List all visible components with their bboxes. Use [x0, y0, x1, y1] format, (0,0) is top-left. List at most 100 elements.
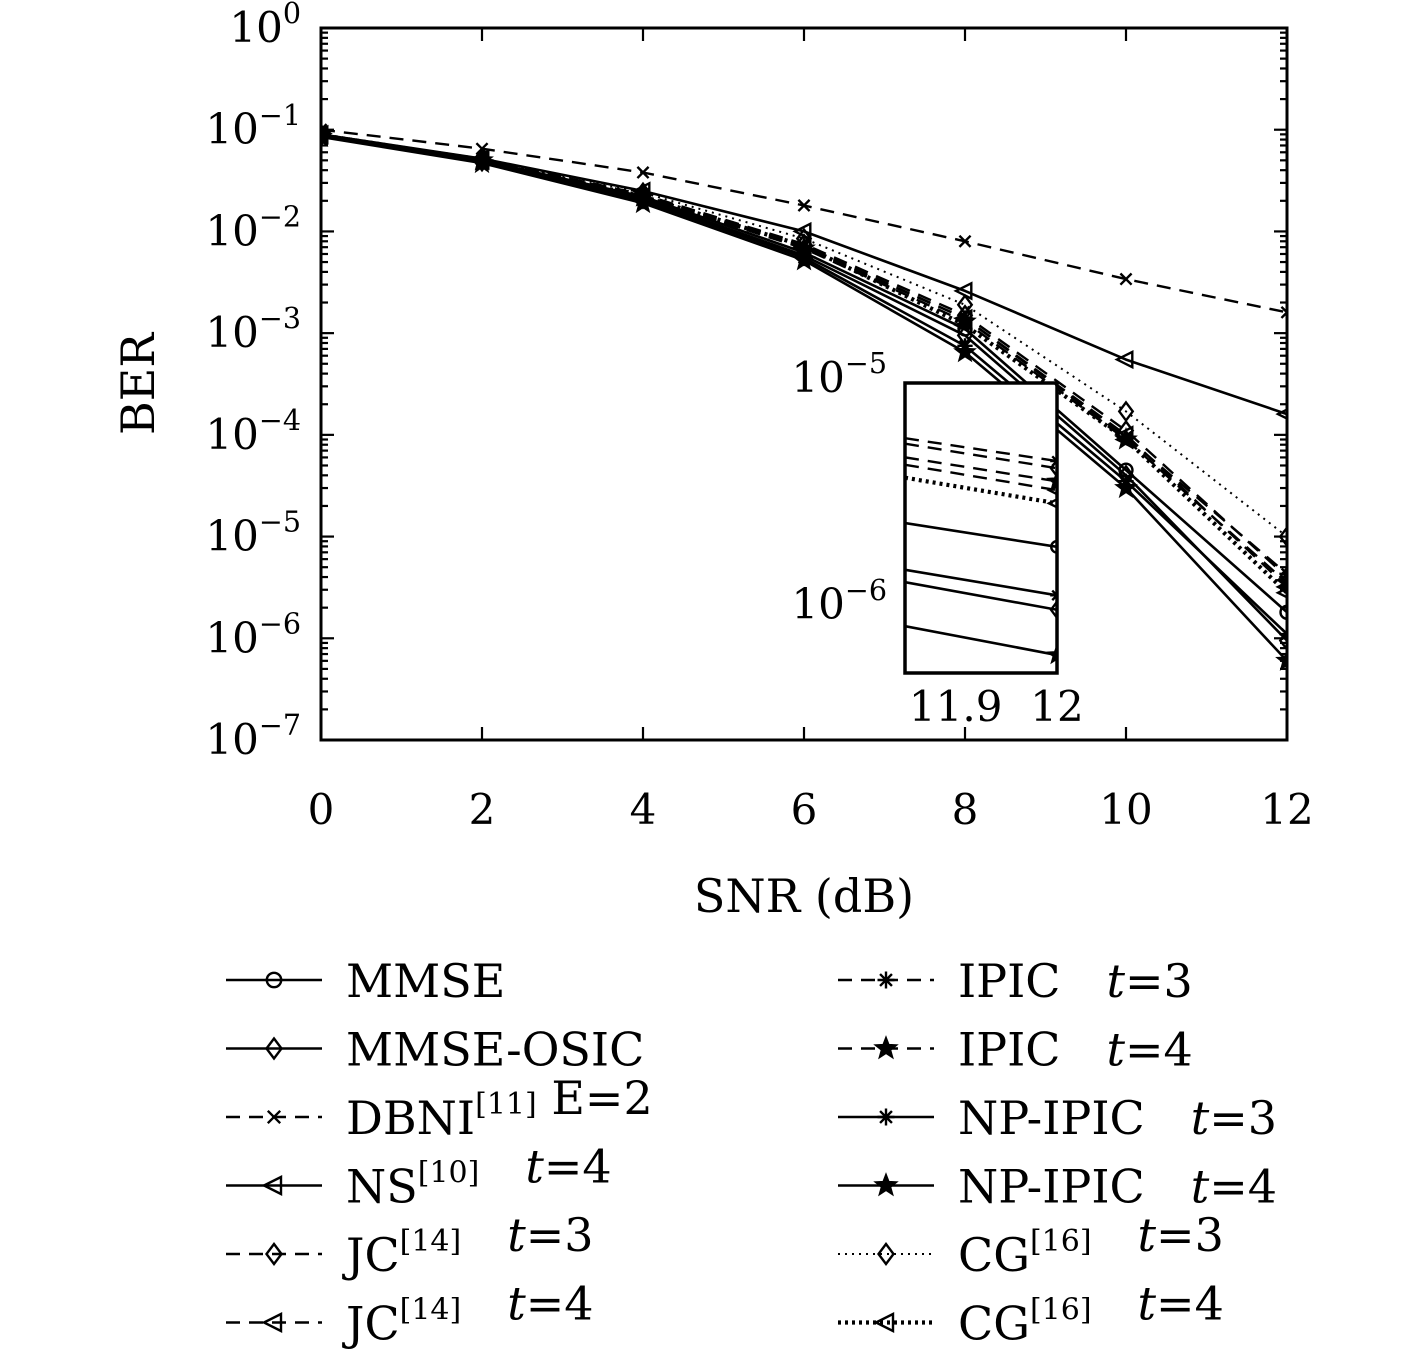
y-tick-label: 100 [229, 0, 301, 52]
inset-series-line-6 [905, 437, 1057, 463]
legend-label: IPIC t=4 [958, 1023, 1193, 1077]
axis-ticks [319, 26, 1289, 742]
inset-series-1-point [1049, 599, 1057, 620]
legend-marker [266, 1109, 282, 1125]
series-2-point-6 [1280, 305, 1287, 319]
inset-x-tick-label: 12 [1030, 682, 1083, 731]
series-2-point-2 [636, 166, 650, 179]
y-tick-label: 10−3 [205, 301, 301, 357]
legend-label: CG[16] t=3 [958, 1208, 1224, 1282]
series-7-point-6 [1275, 570, 1287, 593]
inset-series-line-1 [905, 580, 1057, 612]
y-tick-label: 10−2 [205, 200, 301, 256]
series-11-point-5 [1114, 429, 1134, 450]
series-2-point-3 [797, 199, 811, 212]
legend-marker [261, 1175, 283, 1196]
inset-series-line-11 [905, 475, 1057, 506]
legend-label: JC[14] t=4 [342, 1277, 594, 1351]
y-tick-label: 10−5 [205, 505, 301, 561]
series-11-point-4 [953, 315, 973, 335]
legend-label: NP-IPIC t=3 [958, 1091, 1277, 1145]
x-tick-label: 4 [630, 785, 657, 834]
inset-series-line-3 [905, 96, 1057, 105]
x-tick-label: 12 [1260, 785, 1313, 834]
legend-item: JC[14] t=3 [226, 1208, 594, 1282]
legend-label: MMSE [346, 954, 505, 1008]
series-10-point-4 [956, 293, 974, 316]
inset-series-3-point [1049, 98, 1063, 112]
series-9-point-3 [792, 247, 816, 271]
series-2-point-5 [1119, 272, 1133, 286]
series-10-point-6 [1278, 525, 1287, 548]
legend-label: CG[16] t=4 [958, 1277, 1224, 1351]
inset-y-tick-label: 10−6 [791, 573, 887, 629]
series-3-point-5 [1114, 349, 1134, 370]
series-10-point-1 [473, 147, 491, 170]
inset-series-9-point [1046, 643, 1057, 665]
legend-marker [261, 1312, 283, 1333]
inset-plot: 11.9 12 10−5 10−6 [791, 96, 1083, 731]
inset-series-line-8 [905, 568, 1057, 597]
series-11-point-1 [470, 150, 490, 170]
legend-item: IPIC t=3 [838, 954, 1193, 1008]
inset-series-line-5 [905, 463, 1057, 492]
series-11-point-3 [792, 236, 812, 256]
series-group [321, 122, 1287, 671]
inset-series-7-point [1046, 469, 1057, 491]
legend-marker [265, 971, 283, 989]
series-10-point-3 [795, 227, 813, 250]
series-9-point-5 [1114, 475, 1138, 499]
legend-marker [877, 1242, 895, 1266]
legend-item: MMSE-OSIC [226, 1023, 644, 1077]
y-tick-label: 10−1 [205, 98, 301, 154]
legend-item: JC[14] t=4 [226, 1277, 594, 1351]
legend-label: NP-IPIC t=4 [958, 1160, 1277, 1214]
legend-marker [877, 971, 895, 989]
series-10-point-0 [321, 123, 330, 146]
legend-label: JC[14] t=3 [342, 1208, 594, 1282]
legend-marker [265, 1242, 283, 1266]
x-tick-label: 2 [469, 785, 496, 834]
y-tick-label: 10−6 [205, 606, 301, 662]
series-11-point-2 [631, 187, 651, 207]
inset-series-line-0 [905, 521, 1057, 549]
legend-marker [265, 1036, 283, 1061]
inset-y-tick-label: 10−5 [791, 346, 887, 402]
legend-item: DBNI[11] E=2 [226, 1071, 653, 1145]
inset-frame [903, 381, 1059, 675]
series-0-point-6 [1279, 604, 1287, 620]
x-axis-title: SNR (dB) [694, 869, 914, 923]
legend-marker [873, 1312, 895, 1333]
series-2-point-4 [958, 234, 972, 248]
series-10-point-5 [1117, 400, 1135, 423]
y-axis-title: BER [111, 332, 165, 435]
legend-marker [877, 1108, 895, 1126]
legend-label: DBNI[11] E=2 [346, 1071, 653, 1145]
inset-x-tick-label: 11.9 [909, 682, 1003, 731]
x-tick-label: 0 [308, 785, 335, 834]
plot-area: 0 2 4 6 8 10 12 100 10−1 10−2 10−3 10−4 10−5 10−6 10−7… [111, 0, 1314, 923]
legend-marker [873, 1035, 899, 1060]
legend-item: MMSE [226, 954, 505, 1008]
legend-item: IPIC t=4 [838, 1023, 1193, 1077]
inset-series-line-7 [905, 456, 1057, 483]
x-tick-label: 6 [791, 785, 818, 834]
x-tick-label: 8 [952, 785, 979, 834]
legend-item: NS[10] t=4 [226, 1140, 612, 1214]
legend-label: NS[10] t=4 [346, 1140, 612, 1214]
legend-item: NP-IPIC t=4 [838, 1160, 1277, 1214]
legend-item: CG[16] t=4 [838, 1277, 1224, 1351]
x-tick-label: 10 [1099, 785, 1152, 834]
legend-item: NP-IPIC t=3 [838, 1091, 1277, 1145]
series-line-10 [321, 133, 1287, 538]
legend-marker [873, 1172, 899, 1197]
y-tick-label: 10−7 [205, 708, 301, 764]
inset-series-line-4 [905, 442, 1057, 470]
legend-label: IPIC t=3 [958, 954, 1193, 1008]
legend-label: MMSE-OSIC [346, 1023, 644, 1077]
y-tick-label: 10−4 [205, 403, 301, 459]
inset-series-line-9 [905, 624, 1057, 657]
